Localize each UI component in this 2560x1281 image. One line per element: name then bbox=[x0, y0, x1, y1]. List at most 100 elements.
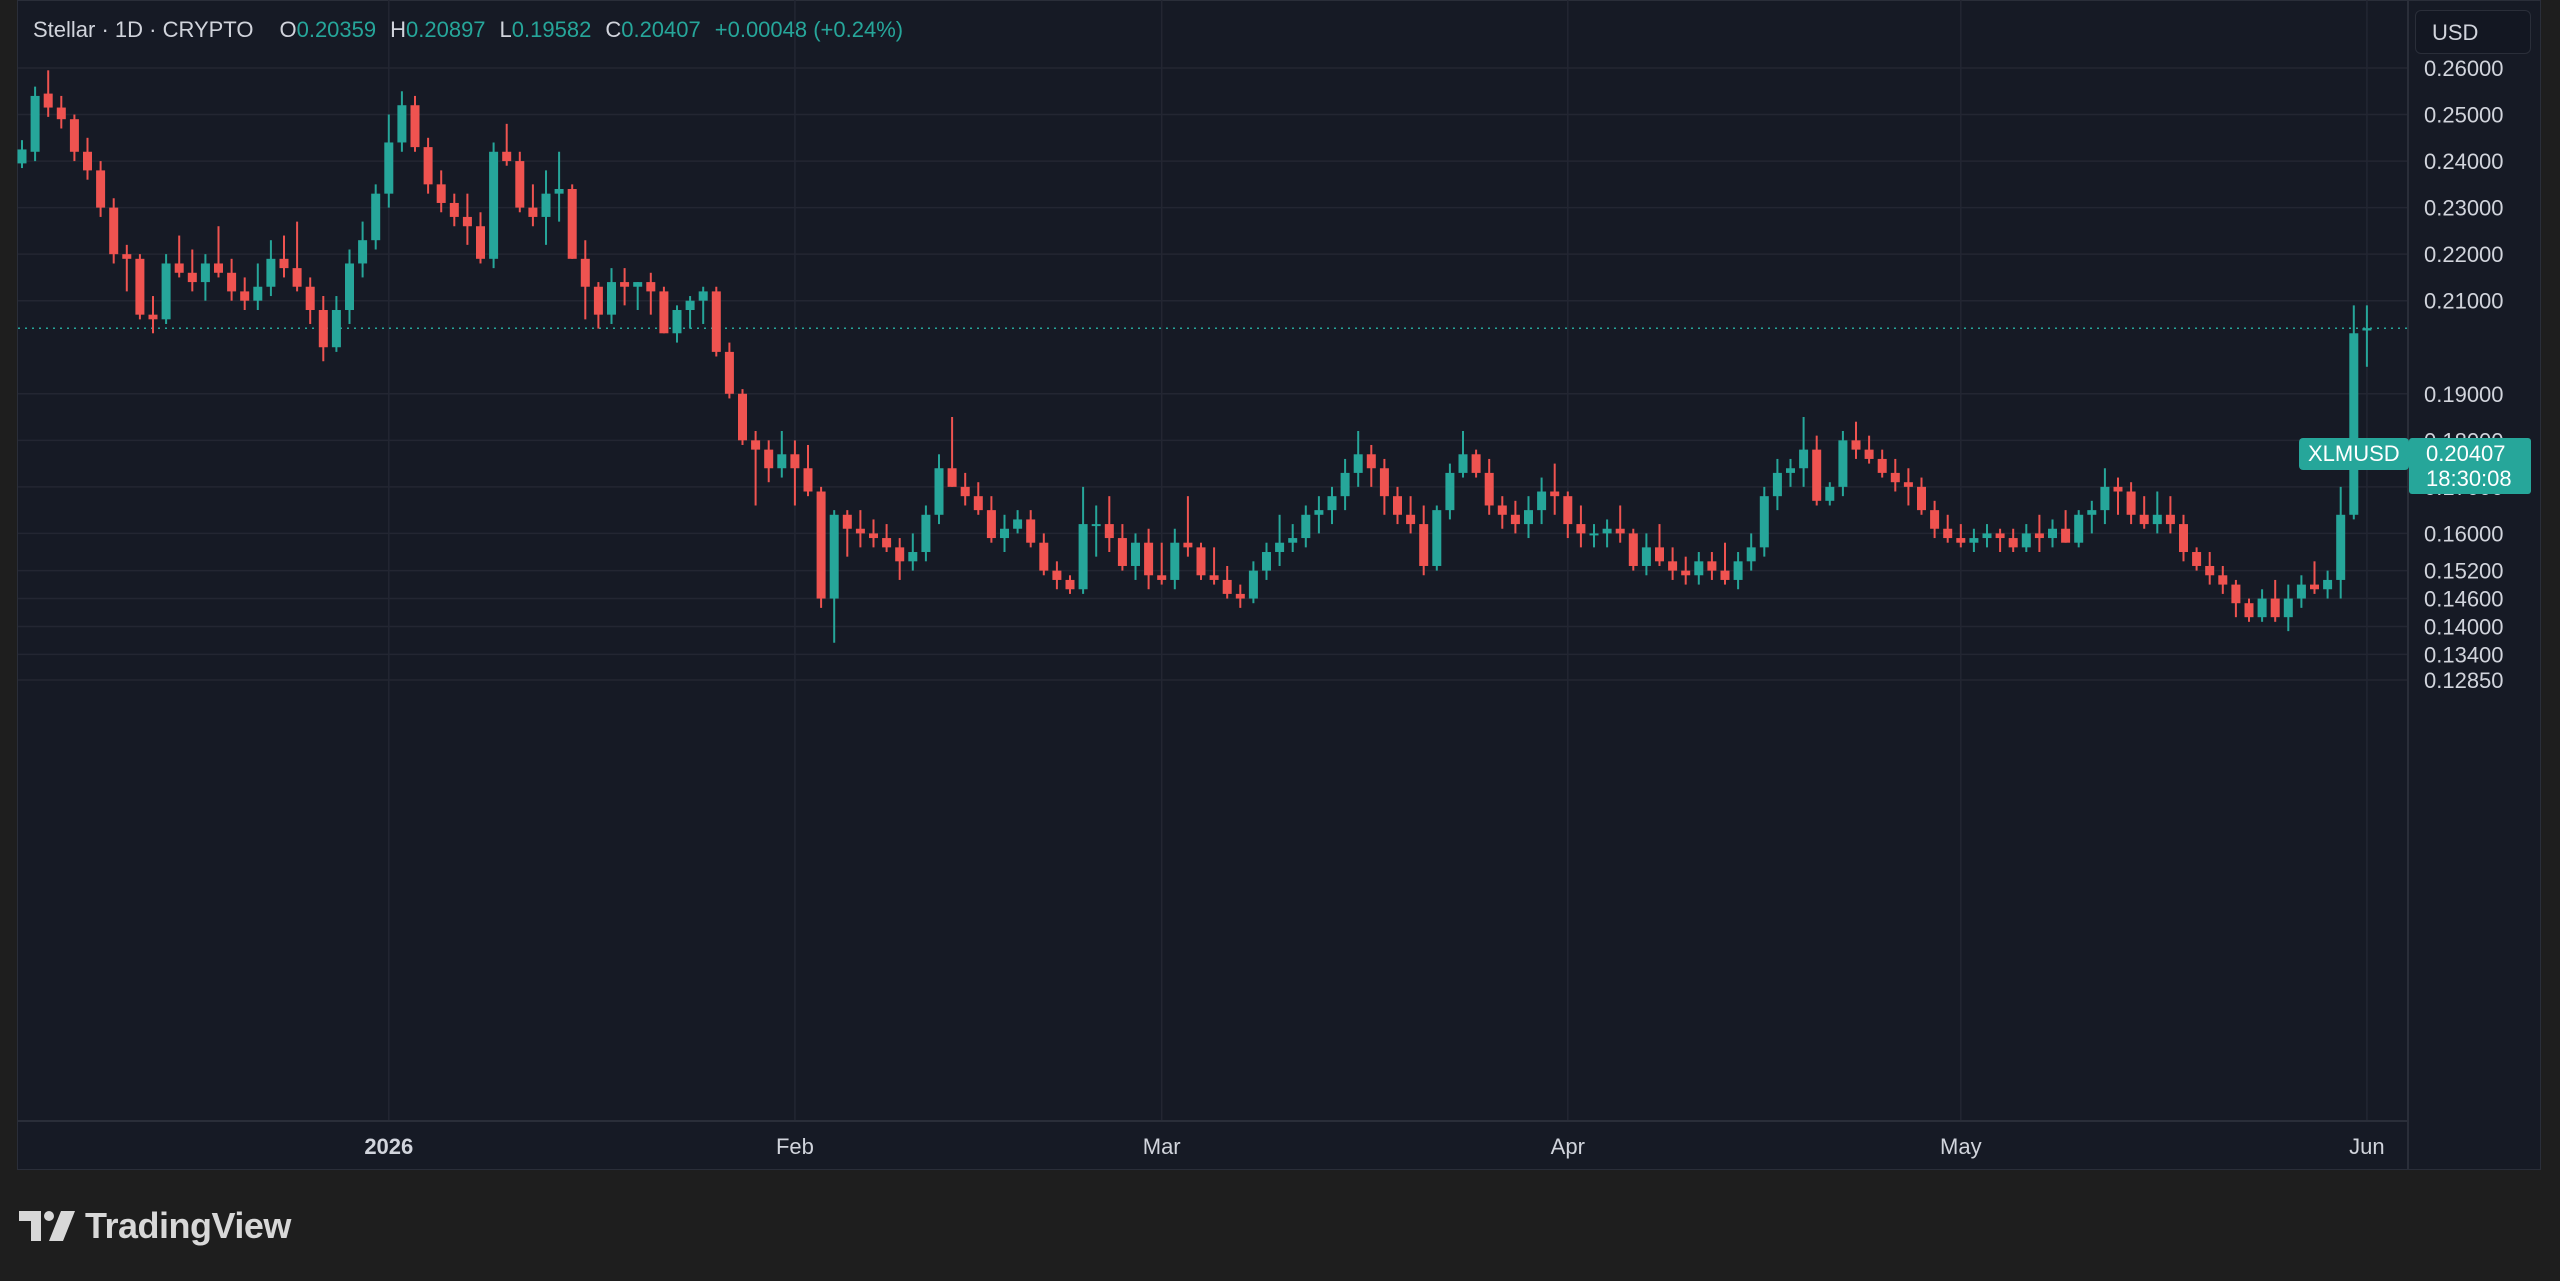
candle bbox=[1013, 510, 1023, 534]
candle bbox=[397, 91, 407, 152]
candle-body bbox=[358, 240, 368, 264]
candle bbox=[698, 286, 708, 324]
candle-body bbox=[1157, 575, 1167, 580]
candle-body bbox=[829, 514, 839, 599]
candle-body bbox=[869, 533, 878, 539]
candle bbox=[790, 440, 800, 506]
change-value: +0.00048 (+0.24%) bbox=[714, 17, 904, 42]
candle bbox=[43, 70, 53, 117]
candle bbox=[633, 282, 643, 311]
y-tick-label: 0.13400 bbox=[2424, 642, 2504, 667]
candle-body bbox=[462, 216, 472, 227]
candle-body bbox=[633, 282, 643, 287]
candle-body bbox=[528, 207, 538, 217]
candle bbox=[2323, 570, 2333, 599]
candle bbox=[751, 431, 761, 506]
candle-body bbox=[305, 286, 315, 311]
candle bbox=[2362, 305, 2372, 367]
candle bbox=[1576, 505, 1586, 548]
candle-body bbox=[790, 454, 800, 469]
candle-body bbox=[1903, 482, 1913, 487]
candle bbox=[973, 482, 983, 515]
candle bbox=[371, 184, 381, 250]
candle bbox=[1039, 533, 1049, 576]
candle-body bbox=[554, 189, 564, 194]
candle bbox=[1746, 533, 1756, 571]
candle bbox=[842, 510, 852, 557]
candle bbox=[279, 235, 289, 278]
candle-body bbox=[1222, 579, 1232, 594]
candle-body bbox=[1131, 542, 1140, 566]
candle-body bbox=[1248, 570, 1258, 599]
candle-body bbox=[1786, 468, 1795, 473]
candle bbox=[1288, 524, 1298, 553]
candle bbox=[1275, 514, 1285, 566]
candle bbox=[2074, 510, 2084, 548]
candle-body bbox=[1275, 542, 1285, 553]
candle bbox=[738, 389, 747, 445]
candle-body bbox=[1995, 533, 2005, 539]
candle bbox=[489, 142, 499, 269]
candle-body bbox=[2048, 528, 2057, 539]
y-tick-label: 0.23000 bbox=[2424, 196, 2504, 221]
candle-body bbox=[2152, 514, 2162, 525]
candle bbox=[227, 258, 237, 301]
candle-body bbox=[1301, 514, 1311, 539]
candle-body bbox=[960, 486, 970, 497]
candle bbox=[1419, 505, 1429, 576]
candle bbox=[541, 170, 551, 245]
candle-body bbox=[423, 147, 433, 185]
candle bbox=[1170, 528, 1180, 590]
candle bbox=[148, 296, 158, 334]
candle bbox=[1707, 552, 1717, 580]
candle bbox=[554, 151, 564, 222]
candle bbox=[1157, 542, 1167, 585]
candle-body bbox=[973, 496, 983, 511]
candle-body bbox=[161, 263, 171, 320]
candle bbox=[2310, 561, 2319, 594]
candle bbox=[1131, 533, 1140, 580]
candle-body bbox=[1262, 552, 1271, 571]
candle-body bbox=[1432, 510, 1442, 566]
candle bbox=[240, 277, 250, 311]
candle bbox=[685, 296, 695, 329]
candle-body bbox=[2205, 565, 2215, 576]
y-tick-label: 0.12850 bbox=[2424, 668, 2504, 693]
candle-body bbox=[1956, 538, 1966, 543]
candle bbox=[1550, 463, 1560, 515]
candle bbox=[659, 286, 669, 334]
candle-body bbox=[2231, 584, 2241, 604]
candle-body bbox=[1746, 547, 1756, 562]
candle bbox=[1091, 505, 1101, 557]
candles bbox=[17, 70, 2372, 643]
candle bbox=[1799, 417, 1809, 487]
candle-body bbox=[2323, 579, 2333, 590]
candle-body bbox=[1340, 472, 1350, 497]
candle bbox=[1864, 435, 1874, 464]
candle bbox=[1393, 486, 1402, 525]
candle bbox=[1890, 458, 1900, 492]
currency-button[interactable]: USD bbox=[2415, 10, 2531, 54]
candle bbox=[1026, 510, 1036, 548]
candle bbox=[1877, 449, 1887, 478]
x-tick-label: Mar bbox=[1143, 1134, 1181, 1159]
symbol-price-tag: XLMUSD bbox=[2299, 438, 2409, 470]
candle-body bbox=[1471, 454, 1481, 473]
candle bbox=[2349, 305, 2359, 520]
tradingview-logo[interactable]: TradingView bbox=[19, 1204, 291, 1248]
candle bbox=[2192, 547, 2202, 571]
candle bbox=[2126, 482, 2136, 525]
candle bbox=[410, 95, 420, 152]
candle bbox=[56, 95, 66, 129]
candle-body bbox=[580, 258, 590, 287]
candle bbox=[1825, 482, 1835, 506]
candle-body bbox=[1445, 472, 1455, 511]
candle bbox=[1995, 528, 2005, 553]
candle bbox=[2139, 496, 2149, 529]
candle bbox=[2152, 491, 2162, 534]
close-value: 0.20407 bbox=[621, 17, 701, 42]
candle bbox=[187, 249, 197, 292]
ohlc-legend: Stellar · 1D · CRYPTO O 0.20359 H 0.20897 … bbox=[33, 14, 903, 46]
candle-body bbox=[738, 393, 747, 441]
